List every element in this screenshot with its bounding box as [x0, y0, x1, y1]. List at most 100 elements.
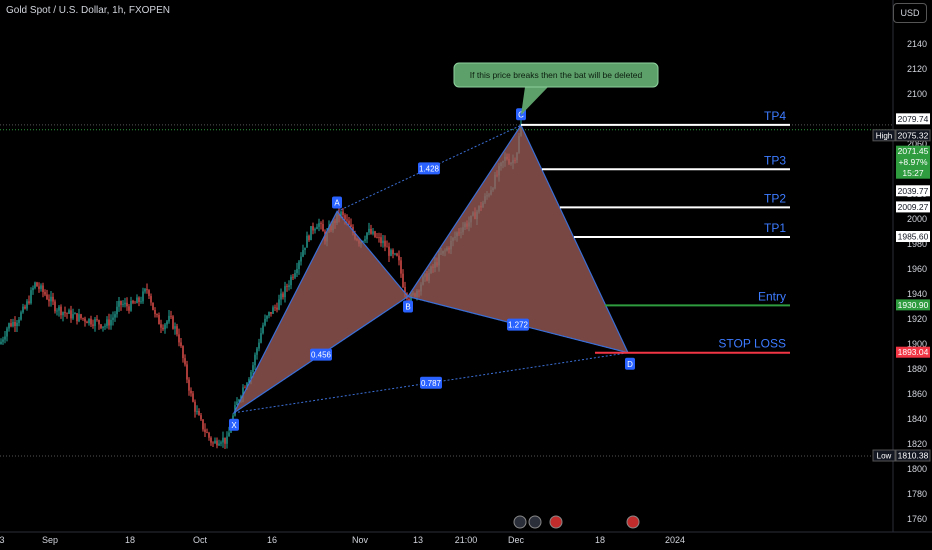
candle-body	[110, 319, 112, 326]
candle-body	[214, 440, 216, 444]
candle-body	[372, 231, 374, 234]
x-tick-label: Dec	[508, 535, 525, 545]
candle-body	[284, 286, 286, 298]
candle-body	[226, 436, 228, 444]
candle-body	[24, 306, 26, 309]
candle-body	[70, 310, 72, 319]
economic-event-icon[interactable]	[549, 515, 563, 529]
candle-body	[256, 348, 258, 355]
candle-body	[156, 314, 158, 315]
candle-body	[368, 228, 370, 233]
candle-body	[382, 240, 384, 244]
y-tick-label: 1900	[907, 339, 927, 349]
price-badge-value: 2009.27	[898, 202, 929, 212]
price-badge-value: 2071.45	[898, 146, 929, 156]
price-badge-value: 1893.04	[898, 347, 929, 357]
candle-body	[94, 319, 96, 326]
candle-body	[108, 319, 110, 326]
candle-body	[78, 314, 80, 322]
candle-body	[152, 302, 154, 310]
candle-body	[52, 296, 54, 302]
candle-body	[76, 313, 78, 322]
candle-body	[312, 226, 314, 231]
candle-body	[386, 246, 388, 248]
candle-body	[190, 390, 192, 394]
candle-body	[34, 282, 36, 288]
candle-body	[294, 273, 296, 278]
candle-body	[92, 324, 94, 326]
ratio-label-0-456: 0.456	[311, 351, 332, 360]
candle-body	[252, 365, 254, 372]
ratio-badge	[418, 162, 440, 175]
candle-body	[116, 306, 118, 315]
candle-body	[30, 290, 32, 304]
candle-body	[392, 250, 394, 255]
price-badge-value: 1930.90	[898, 300, 929, 310]
price-badge-value: 1985.60	[898, 232, 929, 242]
candle-body	[204, 429, 206, 432]
y-tick-label: 1980	[907, 239, 927, 249]
y-tick-label: 1880	[907, 364, 927, 374]
candle-body	[160, 324, 162, 328]
callout-text: If this price breaks then the bat will b…	[470, 70, 643, 80]
currency-button[interactable]: USD	[893, 3, 927, 23]
candle-body	[20, 312, 22, 320]
pattern-point-x: X	[231, 421, 237, 430]
candle-body	[182, 346, 184, 359]
candle-body	[146, 289, 148, 291]
candle-body	[62, 312, 64, 316]
x-tick-label: 2024	[665, 535, 685, 545]
price-badge-extra: +8.97%	[898, 157, 928, 167]
candle-body	[378, 237, 380, 238]
candle-body	[10, 323, 12, 327]
price-tag	[872, 449, 896, 462]
pattern-point-badge	[403, 300, 413, 313]
economic-event-icon[interactable]	[513, 515, 527, 529]
candle-body	[184, 358, 186, 365]
candle-body	[270, 311, 272, 314]
candle-body	[316, 226, 318, 230]
x-tick-label: 16	[267, 535, 277, 545]
price-badge	[896, 113, 930, 125]
candle-body	[142, 291, 144, 302]
candle-body	[218, 443, 220, 446]
candle-body	[306, 235, 308, 248]
candle-body	[8, 323, 10, 329]
candle-body	[384, 240, 386, 247]
candle-body	[16, 322, 18, 326]
candle-body	[262, 325, 264, 334]
economic-event-icon[interactable]	[528, 515, 542, 529]
candle-body	[236, 401, 238, 406]
candle-body	[112, 317, 114, 320]
candle-body	[264, 318, 266, 326]
candle-body	[192, 393, 194, 402]
candle-body	[14, 321, 16, 326]
candle-body	[2, 339, 4, 342]
candle-body	[72, 314, 74, 319]
candle-body	[40, 285, 42, 289]
candle-body	[162, 327, 164, 330]
candle-body	[298, 261, 300, 269]
candle-body	[194, 401, 196, 412]
candle-body	[350, 224, 352, 227]
candle-body	[100, 324, 102, 328]
candle-body	[80, 314, 82, 319]
candle-body	[46, 294, 48, 300]
candle-body	[144, 289, 146, 292]
pattern-point-b: B	[405, 303, 410, 312]
price-badge	[896, 299, 930, 311]
candle-body	[248, 379, 250, 383]
candle-body	[54, 301, 56, 312]
callout-box	[453, 62, 659, 88]
candle-body	[404, 287, 406, 294]
economic-event-icon[interactable]	[626, 515, 640, 529]
candle-body	[22, 306, 24, 313]
candle-body	[322, 223, 324, 232]
price-badge-value: 2079.74	[898, 114, 929, 124]
candle-body	[196, 410, 198, 412]
level-label-tp2: TP2	[764, 191, 786, 205]
candle-body	[114, 314, 116, 318]
ratio-badge	[420, 376, 442, 389]
